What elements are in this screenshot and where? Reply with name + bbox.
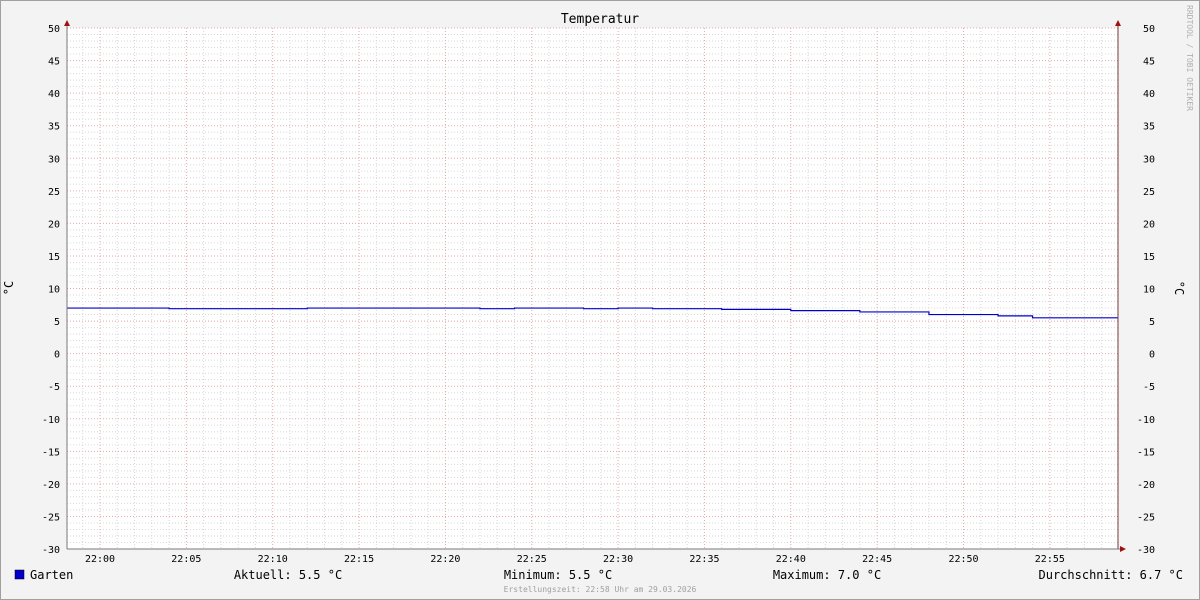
y-tick-label: 30 [48,154,60,165]
y-tick-label-right: -5 [1143,382,1155,393]
x-tick-label: 22:55 [1035,554,1065,565]
y-tick-label-right: -20 [1137,480,1155,491]
y-tick-label-right: -25 [1137,512,1155,523]
y-tick-label: -10 [42,415,60,426]
y-tick-label-right: 5 [1149,317,1155,328]
y-tick-label: 35 [48,122,60,133]
x-tick-label: 22:30 [603,554,633,565]
x-tick-label: 22:45 [862,554,892,565]
x-axis-arrow-icon [1120,546,1126,552]
x-tick-label: 22:10 [258,554,288,565]
x-tick-label: 22:15 [344,554,374,565]
y-tick-label: 20 [48,219,60,230]
right-axis-arrow-icon [1115,20,1121,26]
y-tick-label: 15 [48,252,60,263]
y-tick-label-right: 35 [1143,122,1155,133]
y-tick-label-right: -10 [1137,415,1155,426]
x-tick-label: 22:05 [171,554,201,565]
y-tick-label: -20 [42,480,60,491]
y-tick-label: 25 [48,187,60,198]
y-tick-label: 10 [48,285,60,296]
y-tick-label-right: -15 [1137,447,1155,458]
legend-average: Durchschnitt: 6.7 °C [1039,568,1184,582]
x-tick-labels: 22:00 22:05 22:10 22:15 22:20 22:25 22:30 22:35… [85,554,1065,565]
y-tick-label: 0 [54,350,60,361]
x-tick-label: 22:35 [689,554,719,565]
x-tick-label: 22:40 [776,554,806,565]
left-axis-arrow-icon [64,20,70,26]
legend-minimum: Minimum: 5.5 °C [504,568,612,582]
y-tick-label-right: 20 [1143,219,1155,230]
y-tick-label-right: 0 [1149,350,1155,361]
y-tick-label: 40 [48,89,60,100]
y-tick-label: 45 [48,57,60,68]
x-tick-label: 22:50 [948,554,978,565]
series [67,307,1118,319]
legend-swatch-garten [14,569,25,580]
chart-title: Temperatur [561,12,639,27]
y-tick-label-right: 10 [1143,285,1155,296]
watermark: RRDTOOL / TOBI OETIKER [1185,5,1194,111]
y-axis-label-right: °C [1172,281,1186,295]
y-tick-label-right: -30 [1137,545,1155,556]
x-tick-label: 22:00 [85,554,115,565]
creation-time-footer: Erstellungszeit: 22:58 Uhr am 29.03.2026 [504,585,697,594]
grid [67,27,1118,550]
y-tick-label: 5 [54,317,60,328]
y-tick-label-right: 25 [1143,187,1155,198]
y-tick-label: -5 [48,382,60,393]
x-tick-label: 22:20 [430,554,460,565]
y-tick-label-right: 40 [1143,89,1155,100]
legend-maximum: Maximum: 7.0 °C [773,568,881,582]
y-tick-label: -25 [42,512,60,523]
series-line-garten [67,307,1118,319]
x-tick-label: 22:25 [517,554,547,565]
legend-current: Aktuell: 5.5 °C [234,568,342,582]
y-tick-label-right: 15 [1143,252,1155,263]
y-axis-label: °C [2,281,16,295]
y-tick-label: 50 [48,24,60,35]
y-tick-label: -15 [42,447,60,458]
y-tick-label-right: 45 [1143,57,1155,68]
legend-series-name: Garten [30,568,73,582]
y-tick-label: -30 [42,545,60,556]
y-tick-label-right: 50 [1143,24,1155,35]
y-tick-label-right: 30 [1143,154,1155,165]
